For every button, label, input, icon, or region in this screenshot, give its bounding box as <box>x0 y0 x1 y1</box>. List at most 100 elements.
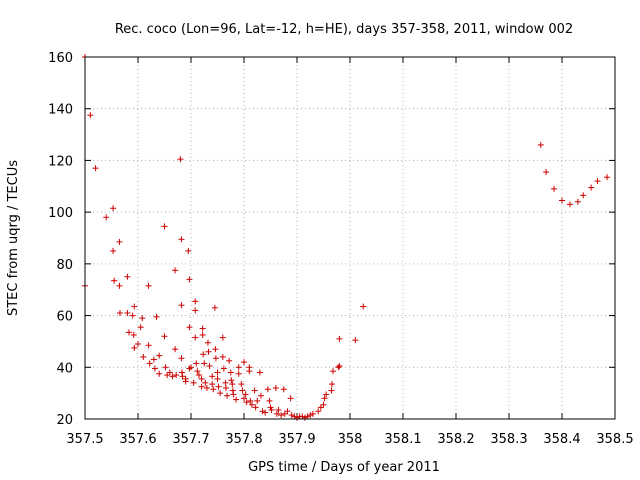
data-point <box>212 355 219 362</box>
data-point <box>328 387 335 394</box>
data-point <box>164 372 171 379</box>
x-tick-label: 357.9 <box>278 432 315 447</box>
data-point <box>551 185 558 192</box>
data-point <box>238 381 245 388</box>
data-point <box>195 372 202 379</box>
data-point <box>321 395 328 402</box>
data-point <box>304 413 311 420</box>
data-point <box>574 198 581 205</box>
data-point <box>146 360 153 367</box>
data-point <box>156 370 163 377</box>
x-tick-label: 357.7 <box>172 432 209 447</box>
data-point <box>227 369 234 376</box>
y-tick-label: 40 <box>56 361 73 376</box>
data-point <box>262 409 269 416</box>
data-point <box>161 333 168 340</box>
data-point <box>604 174 611 181</box>
data-point <box>235 364 242 371</box>
data-point <box>145 282 152 289</box>
grid <box>85 57 615 419</box>
data-point <box>178 369 185 376</box>
data-point <box>242 391 249 398</box>
data-point <box>252 404 259 411</box>
data-point <box>214 369 221 376</box>
x-tick-label: 358.5 <box>596 432 633 447</box>
data-point <box>360 303 367 310</box>
y-tick-label: 120 <box>48 154 73 169</box>
data-point <box>266 397 273 404</box>
data-point <box>543 169 550 176</box>
data-point <box>188 364 194 371</box>
data-point <box>220 365 227 372</box>
data-point <box>178 302 185 309</box>
data-point <box>203 384 210 391</box>
data-point <box>110 205 117 212</box>
x-tick-label: 358.1 <box>384 432 421 447</box>
data-point <box>580 192 587 199</box>
data-point <box>256 369 263 376</box>
data-point <box>230 391 237 398</box>
data-point <box>110 247 117 254</box>
data-point <box>150 356 157 363</box>
data-point <box>156 352 163 359</box>
data-point <box>151 365 158 372</box>
data-point <box>145 342 152 349</box>
data-point <box>287 395 294 402</box>
data-point <box>153 313 160 320</box>
data-point <box>87 112 94 119</box>
data-point <box>178 355 185 362</box>
data-point <box>130 331 137 338</box>
data-point <box>226 357 233 364</box>
data-point <box>268 406 275 413</box>
data-point <box>241 395 247 402</box>
data-point <box>219 334 226 341</box>
data-point <box>239 387 246 394</box>
data-point <box>201 360 208 367</box>
data-point <box>278 412 285 419</box>
data-point <box>336 335 343 342</box>
data-point <box>336 362 343 369</box>
data-point <box>301 414 308 421</box>
y-tick-label: 20 <box>56 413 73 428</box>
y-axis-label: STEC from uqrg / TECUs <box>6 160 21 316</box>
data-point <box>131 344 138 351</box>
data-point <box>317 404 324 411</box>
data-point <box>139 315 146 322</box>
data-point <box>209 373 216 380</box>
data-point <box>186 324 193 331</box>
data-point <box>124 273 131 280</box>
data-point <box>199 331 206 338</box>
data-point <box>215 383 222 390</box>
data-point <box>335 364 342 371</box>
data-point <box>264 386 271 393</box>
data-point <box>537 141 544 148</box>
data-point <box>192 298 199 305</box>
data-point <box>566 201 573 208</box>
x-tick-label: 358.4 <box>543 432 580 447</box>
data-point <box>185 247 192 254</box>
data-point <box>273 410 280 417</box>
data-point <box>204 339 211 346</box>
data-point <box>192 334 199 341</box>
data-point <box>257 392 264 399</box>
data-point <box>211 304 218 311</box>
data-point <box>190 379 197 386</box>
data-point <box>323 391 330 398</box>
data-point <box>280 386 287 393</box>
data-point <box>588 184 595 191</box>
data-point <box>205 348 212 355</box>
chart-title: Rec. coco (Lon=96, Lat=-12, h=HE), days … <box>115 22 573 37</box>
y-tick-labels: 20 40 60 80 100 120 140 160 <box>48 51 73 428</box>
data-point <box>275 406 282 413</box>
data-point <box>92 165 99 172</box>
data-point <box>251 387 258 394</box>
data-point <box>161 223 168 230</box>
data-point <box>177 156 184 163</box>
data-point <box>352 337 359 344</box>
data-point <box>284 408 291 415</box>
data-point <box>116 282 123 289</box>
y-tick-label: 60 <box>56 310 73 325</box>
x-tick-label: 357.5 <box>66 432 103 447</box>
x-tick-label: 357.8 <box>225 432 262 447</box>
